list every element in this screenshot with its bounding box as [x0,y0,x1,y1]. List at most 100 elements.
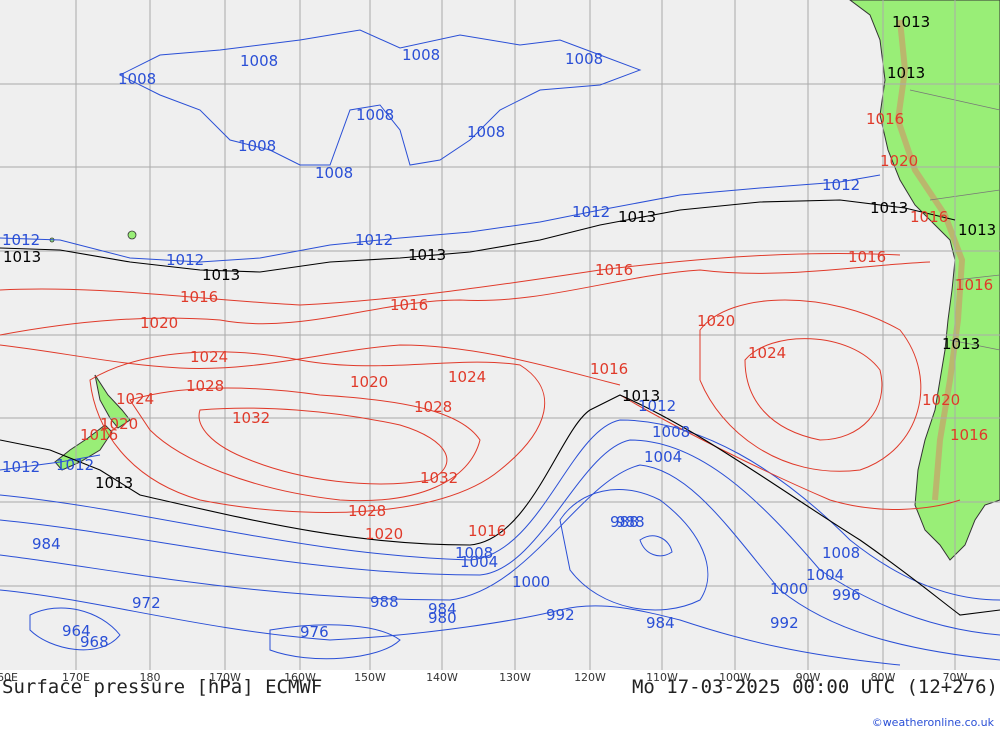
isobar-label: 1028 [186,377,224,395]
isobar-label: 1020 [697,312,735,330]
isobar-label: 1008 [652,423,690,441]
surface-pressure-map: 1008 1008 1008 1008 1008 1008 1008 1008 … [0,0,1000,670]
isobar-label: 1020 [365,525,403,543]
isobar-label: 1008 [455,544,493,562]
isobar-label: 1016 [80,426,118,444]
longitude-label: 110W [646,671,678,684]
isobar-label: 992 [770,614,799,632]
isobar-label: 1004 [644,448,682,466]
isobar-label: 1012 [166,251,204,269]
isobar-label: 992 [546,606,575,624]
isobar-label: 1020 [350,373,388,391]
isobar-label: 968 [80,633,109,651]
isobar-label: 1012 [56,456,94,474]
isobar-label: 1024 [116,390,154,408]
isobar-label: 1000 [770,580,808,598]
isobar-label: 1013 [202,266,240,284]
longitude-label: 130W [499,671,531,684]
isobar-label: 988 [616,513,645,531]
longitude-label: 120W [574,671,606,684]
isobar-label: 1012 [822,176,860,194]
longitude-label: 170E [62,671,90,684]
isobar-label: 1012 [638,397,676,415]
isobar-label: 1008 [356,106,394,124]
isobar-label: 1020 [880,152,918,170]
isobar-label: 1024 [190,348,228,366]
isobar-label: 1013 [95,474,133,492]
isobar-label: 1013 [887,64,925,82]
isobar-label: 1016 [955,276,993,294]
isobar-label: 984 [646,614,675,632]
longitude-label: 80W [870,671,896,684]
andes-relief [894,19,966,501]
isobar-label: 1020 [922,391,960,409]
graticule [0,0,1000,670]
valid-time: Mo 17-03-2025 00:00 UTC (12+276) [631,676,998,698]
isobar-label: 1013 [618,208,656,226]
isobar-label: 1008 [315,164,353,182]
isobar-label: 964 [62,622,91,640]
isobar-label: 1016 [180,288,218,306]
isobar-label: 1004 [806,566,844,584]
longitude-label: 100W [719,671,751,684]
isobar-label: 1016 [468,522,506,540]
isobar-label: 1016 [848,248,886,266]
isobar-label: 996 [832,586,861,604]
longitude-label: 90W [795,671,821,684]
isobar-label: 1016 [390,296,428,314]
isobar-label: 1012 [572,203,610,221]
isobar-label: 1013 [958,221,996,239]
isobar-label: 1004 [460,553,498,571]
isobar-label: 1016 [590,360,628,378]
new-zealand-south-island [54,424,113,471]
isobar-label: 1028 [414,398,452,416]
isobar-label: 1013 [408,246,446,264]
isobar-label: 976 [300,623,329,641]
isobar-label: 1020 [140,314,178,332]
isobar-label: 1016 [595,261,633,279]
isobar-label: 1008 [238,137,276,155]
isobar-label: 1013 [870,199,908,217]
isobar-label: 1020 [100,415,138,433]
longitude-label: 180 [139,671,161,684]
longitude-label: 70W [942,671,968,684]
isobar-label: 984 [32,535,61,553]
isobar-label: 984 [428,600,457,618]
isobar-label: 1016 [910,208,948,226]
isobar-label: 1032 [232,409,270,427]
longitude-label: 170W [209,671,241,684]
isobar-label: 1008 [240,52,278,70]
credit-link[interactable]: ©weatheronline.co.uk [871,716,994,729]
isobar-label: 1016 [950,426,988,444]
map-title: Surface pressure [hPa] ECMWF [2,676,323,698]
longitude-label: 160E [0,671,18,684]
isobar-label: 972 [132,594,161,612]
isobar-label: 1008 [467,123,505,141]
isobar-label: 1024 [448,368,486,386]
reference-1013-isobar [0,199,1000,616]
isobar-labels: 1008 1008 1008 1008 1008 1008 1008 1008 … [2,13,996,651]
isobar-label: 1013 [892,13,930,31]
low-pressure-isobars [0,29,1000,666]
isobar-label: 980 [428,609,457,627]
isobar-label: 1000 [512,573,550,591]
isobar-label: 1012 [2,458,40,476]
isobar-label: 1008 [565,50,603,68]
isobar-label: 1024 [748,344,786,362]
isobar-label: 988 [610,513,639,531]
longitude-label: 140W [426,671,458,684]
new-zealand-north-island [94,374,131,429]
isobar-label: 1013 [622,387,660,405]
isobar-label: 1016 [866,110,904,128]
isobar-label: 1013 [3,248,41,266]
isobar-label: 1008 [118,70,156,88]
isobar-label: 1032 [420,469,458,487]
isobar-label: 1008 [822,544,860,562]
south-america-landmass [849,0,1000,561]
isobar-label: 1012 [2,231,40,249]
high-pressure-isobars [0,252,961,513]
isobar-label: 1013 [942,335,980,353]
isobar-label: 1028 [348,502,386,520]
isobar-label: 1008 [402,46,440,64]
island-fiji [127,230,137,240]
